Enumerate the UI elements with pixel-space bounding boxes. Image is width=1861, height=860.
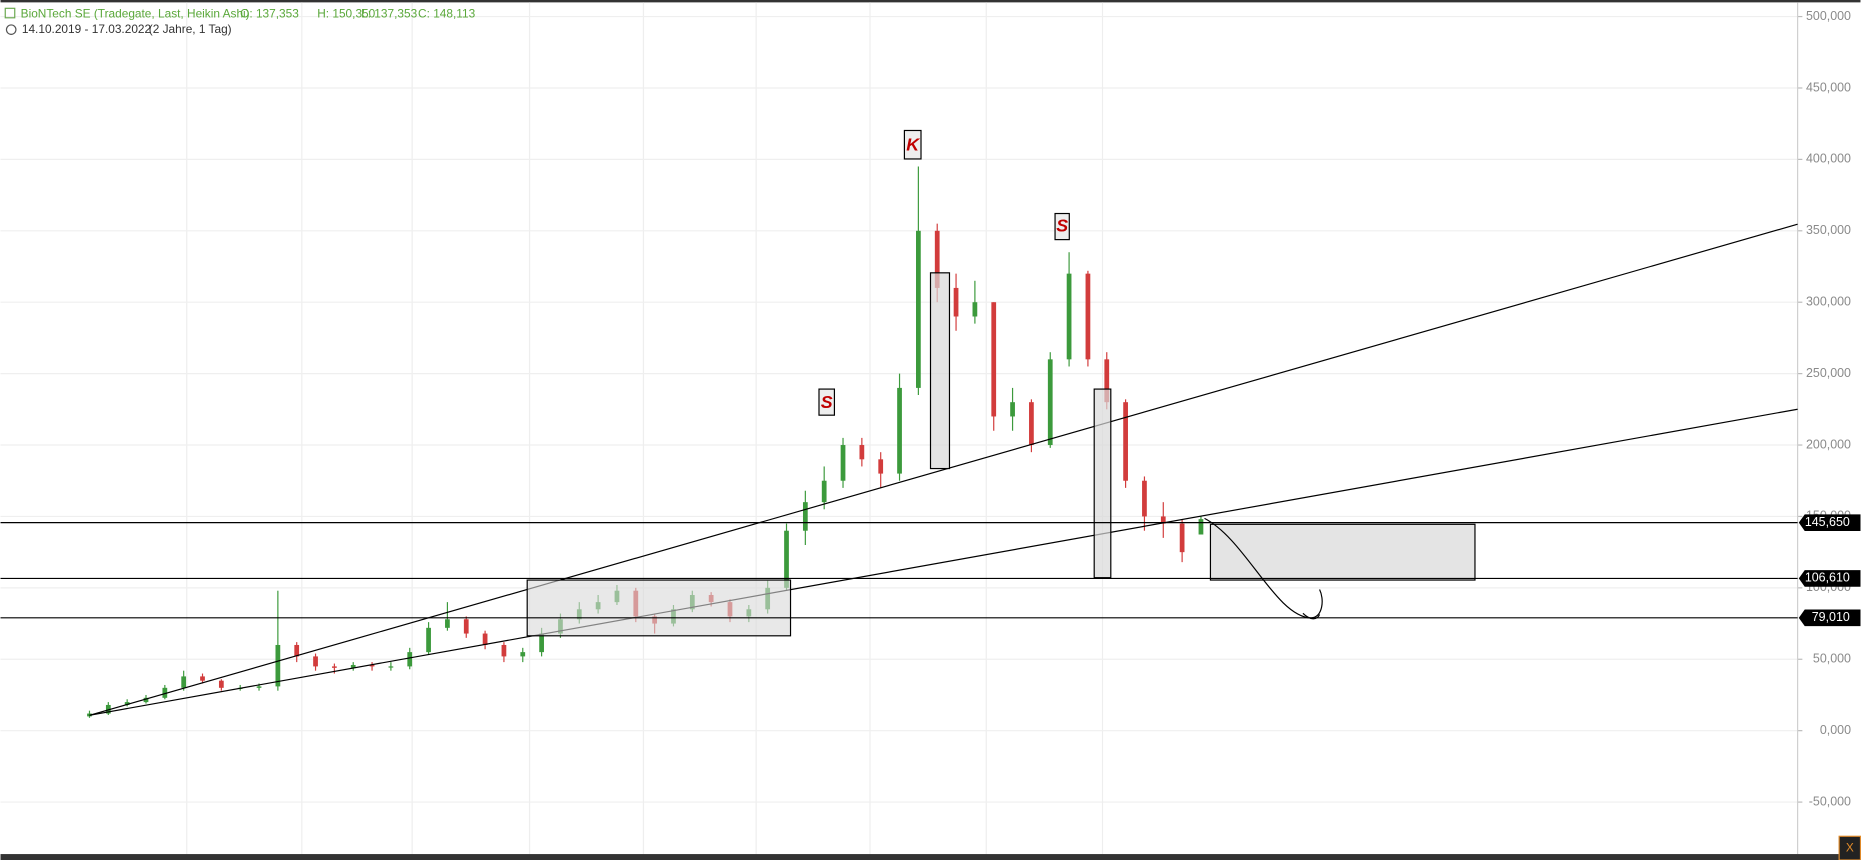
candle-body bbox=[294, 644, 300, 657]
candle-body bbox=[275, 644, 281, 687]
candle-body bbox=[1066, 273, 1072, 360]
quote-close: C: 148,113 bbox=[418, 6, 476, 20]
y-tick-label: 200,000 bbox=[1806, 437, 1851, 451]
candle-body bbox=[1123, 402, 1128, 481]
vertical-grid bbox=[186, 2, 1104, 855]
header-icon bbox=[4, 7, 16, 19]
candle-body bbox=[463, 619, 469, 634]
drawings bbox=[89, 129, 1798, 716]
level-label: 145,650 bbox=[1805, 515, 1850, 529]
y-tick-label: 400,000 bbox=[1806, 152, 1851, 166]
y-tick-label: -50,000 bbox=[1809, 794, 1851, 808]
candle-body bbox=[1142, 480, 1147, 517]
candle-body bbox=[218, 680, 224, 688]
candle-body bbox=[482, 633, 488, 645]
candle-body bbox=[784, 530, 789, 588]
annotation-label: S bbox=[821, 392, 833, 412]
date-span: (2 Jahre, 1 Tag) bbox=[149, 22, 232, 36]
candle-body bbox=[350, 664, 356, 668]
y-tick-label: 450,000 bbox=[1806, 80, 1851, 94]
candle-body bbox=[369, 664, 375, 667]
candle-body bbox=[897, 387, 902, 474]
candle-body bbox=[256, 686, 262, 688]
candle-body bbox=[407, 652, 413, 667]
candle-body bbox=[859, 445, 865, 460]
annotation-label: K bbox=[906, 135, 920, 155]
close-button-label[interactable]: X bbox=[1846, 840, 1854, 854]
candle-body bbox=[426, 627, 431, 653]
candle-body bbox=[1085, 273, 1091, 360]
level-tag bbox=[1798, 514, 1861, 531]
candle-body bbox=[1160, 516, 1166, 524]
candle-body bbox=[972, 302, 978, 317]
candle-body bbox=[313, 656, 318, 667]
header-title: BioNTech SE (Tradegate, Last, Heikin Ash… bbox=[21, 6, 250, 20]
top-border bbox=[0, 0, 1861, 3]
quote-high: H: 150,350 bbox=[317, 6, 375, 20]
y-tick-label: 300,000 bbox=[1806, 294, 1851, 308]
candle-body bbox=[105, 704, 111, 714]
candle-body bbox=[1047, 359, 1053, 446]
level-label: 79,010 bbox=[1812, 610, 1850, 624]
bottom-bar bbox=[0, 854, 1861, 860]
clock-icon bbox=[5, 24, 17, 35]
candle-body bbox=[878, 459, 884, 474]
candle-body bbox=[445, 619, 450, 628]
close-button[interactable]: X bbox=[1838, 835, 1861, 860]
header: BioNTech SE (Tradegate, Last, Heikin Ash… bbox=[4, 6, 476, 36]
candle-body bbox=[1179, 523, 1185, 553]
candle-body bbox=[1029, 402, 1034, 446]
level-label: 106,610 bbox=[1805, 571, 1850, 585]
y-tick-label: 50,000 bbox=[1813, 652, 1851, 666]
candle-body bbox=[501, 644, 507, 657]
candle-body bbox=[916, 230, 921, 388]
candle-body bbox=[934, 230, 940, 288]
level-tag bbox=[1798, 570, 1861, 587]
candle-body bbox=[991, 302, 997, 417]
close-button-box[interactable] bbox=[1838, 835, 1861, 860]
candle-body bbox=[539, 633, 544, 653]
candle-body bbox=[332, 666, 337, 668]
candle-body bbox=[802, 502, 808, 531]
candle-body bbox=[1198, 519, 1204, 535]
candle-body bbox=[181, 676, 187, 688]
candle-body bbox=[1010, 402, 1015, 417]
y-tick-label: 250,000 bbox=[1806, 366, 1851, 380]
candle-body bbox=[520, 652, 526, 657]
level-tag bbox=[1798, 609, 1861, 627]
y-tick-label: 500,000 bbox=[1806, 9, 1851, 23]
candle-body bbox=[143, 697, 149, 703]
candle-body bbox=[840, 445, 846, 481]
quote-open: O: 137,353 bbox=[240, 6, 299, 20]
candle-body bbox=[388, 666, 394, 668]
candle-body bbox=[200, 676, 205, 681]
y-tick-label: 0,000 bbox=[1820, 723, 1851, 737]
annotation-label: S bbox=[1056, 215, 1068, 235]
annotations: S K S bbox=[821, 135, 1068, 412]
levels: 145,650 106,610 79,010 bbox=[0, 514, 1861, 627]
date-range: 14.10.2019 - 17.03.2022 bbox=[22, 22, 151, 36]
candle-body bbox=[953, 287, 959, 317]
quote-low: L: 137,353 bbox=[361, 6, 417, 20]
candle-body bbox=[1104, 359, 1110, 403]
candle-body bbox=[162, 687, 168, 698]
candle-body bbox=[124, 702, 130, 705]
y-tick-label: 350,000 bbox=[1806, 223, 1851, 237]
candle-body bbox=[821, 480, 827, 503]
